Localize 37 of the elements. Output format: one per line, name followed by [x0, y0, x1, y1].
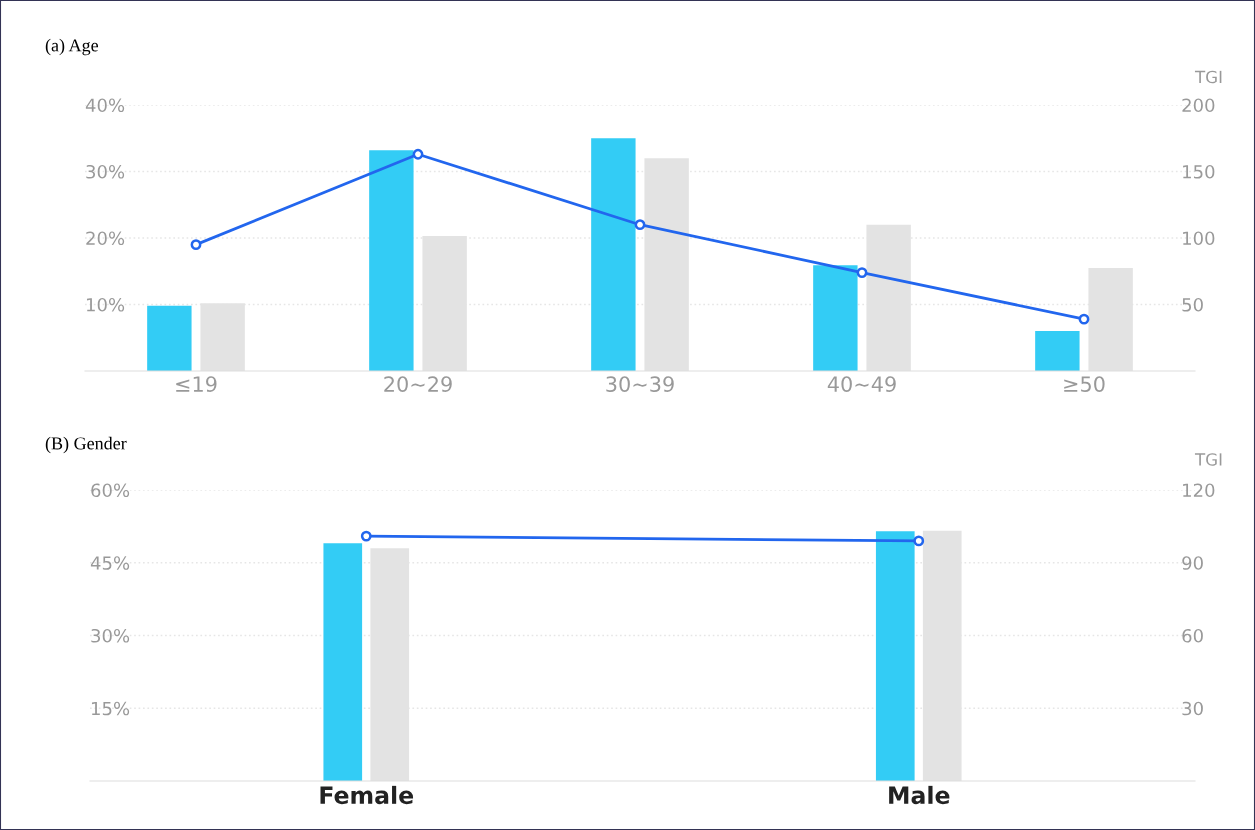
y-tick-label: 45%: [90, 556, 130, 570]
point: [190, 239, 202, 251]
bar: [369, 150, 414, 371]
y2-tick-label: 100: [1183, 231, 1215, 246]
bar: [591, 138, 636, 371]
y-tick-label: 30%: [86, 164, 125, 179]
y2-tick-label: 120: [1183, 483, 1215, 498]
x-tick-label: 40~49: [827, 376, 896, 392]
point: [634, 219, 646, 231]
y2-axis-title: TGI: [1194, 70, 1222, 84]
x-tick-label: 20~29: [384, 376, 452, 392]
point: [1078, 313, 1090, 325]
bar: [813, 265, 858, 371]
x-tick-label: 30~39: [606, 376, 674, 392]
y-tick-label: 20%: [86, 231, 125, 246]
y2-tick-label: 90: [1182, 556, 1203, 570]
y-tick-label: 10%: [86, 297, 125, 312]
x-tick-label: Male: [889, 785, 950, 805]
chart-title: (a) Age: [45, 38, 99, 56]
bar: [147, 305, 192, 371]
y2-tick-label: 30: [1182, 701, 1203, 716]
y2-tick-label: 150: [1183, 164, 1215, 179]
y2-tick-label: 60: [1182, 628, 1203, 643]
y-tick-label: 30%: [91, 628, 130, 643]
y-tick-label: 15%: [91, 701, 130, 716]
point: [856, 267, 868, 278]
bar: [1035, 331, 1080, 371]
x-tick-label: ≤19: [176, 376, 217, 392]
chart-title: (B) Gender: [45, 436, 127, 454]
point: [412, 148, 424, 160]
x-tick-label: ≥50: [1064, 376, 1105, 392]
y2-axis-title: TGI: [1194, 453, 1222, 466]
y-tick-label: 40%: [85, 98, 125, 113]
y2-tick-label: 50: [1182, 297, 1203, 312]
y-tick-label: 60%: [91, 483, 130, 498]
y2-tick-label: 200: [1182, 98, 1215, 113]
x-tick-label: Female: [320, 785, 414, 805]
